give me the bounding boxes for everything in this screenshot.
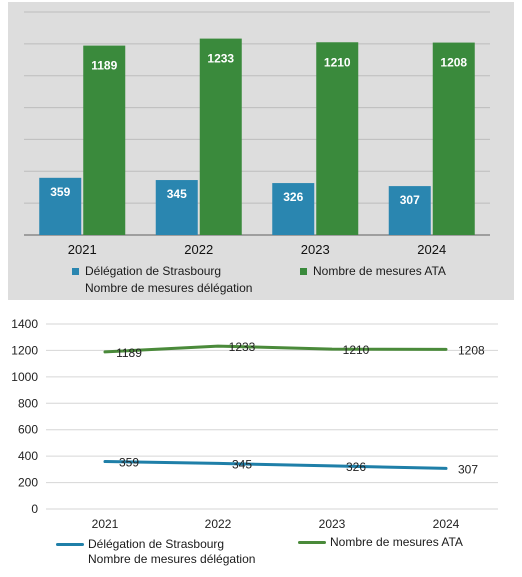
- bar-x-tick-label: 2023: [301, 242, 330, 257]
- bar-legend-item-1: Nombre de mesures ATA: [300, 264, 446, 278]
- line-series-1: [103, 344, 448, 354]
- line-chart-panel: [4, 312, 514, 574]
- line-data-label: 1210: [343, 343, 370, 357]
- bar-legend-extra-label: Nombre de mesures délégation: [85, 281, 253, 295]
- line-data-label: 345: [232, 457, 252, 471]
- bar-0: [155, 180, 198, 235]
- bar-value-label: 307: [400, 193, 420, 207]
- bar-0: [388, 186, 431, 235]
- line-series-0: [103, 460, 448, 470]
- line-data-label: 1189: [116, 346, 142, 360]
- line-legend-label-0: Délégation de Strasbourg: [88, 537, 225, 551]
- bar-value-label: 1233: [207, 52, 234, 66]
- line-data-label: 307: [458, 462, 478, 476]
- bar-value-label: 1208: [440, 56, 467, 70]
- line-legend-swatch-1: [298, 540, 326, 544]
- line-legend-extra: Nombre de mesures délégation: [88, 552, 255, 566]
- bar-1: [199, 38, 242, 236]
- line-y-tick-label: 1000: [11, 370, 38, 384]
- line-legend-item-0: Délégation de Strasbourg: [56, 537, 224, 551]
- line-y-tick-label: 200: [18, 476, 38, 490]
- bar-1: [316, 42, 359, 236]
- bar-value-label: 359: [50, 185, 70, 199]
- bar-legend-swatch-1: [300, 267, 307, 275]
- bar-legend-swatch-0: [72, 267, 79, 275]
- bar-legend-item-0: Délégation de Strasbourg: [72, 264, 221, 278]
- line-x-tick-label: 2021: [92, 517, 119, 531]
- line-data-label: 326: [346, 460, 366, 474]
- bar-value-label: 345: [167, 187, 187, 201]
- line-y-tick-label: 600: [18, 423, 38, 437]
- bar-legend-label-1: Nombre de mesures ATA: [313, 264, 446, 278]
- line-x-tick-label: 2023: [319, 517, 346, 531]
- bar-x-tick-label: 2022: [184, 242, 213, 257]
- bar-legend-label-0: Délégation de Strasbourg: [85, 264, 222, 278]
- bar-value-label: 326: [283, 190, 303, 204]
- line-data-label: 1233: [229, 340, 256, 354]
- bar-value-label: 1210: [324, 55, 351, 69]
- line-legend-swatch-0: [56, 542, 84, 546]
- line-legend-item-1: Nombre de mesures ATA: [298, 535, 463, 549]
- line-y-tick-label: 400: [18, 449, 38, 463]
- line-legend-label-1: Nombre de mesures ATA: [330, 535, 463, 549]
- bar-x-tick-label: 2024: [417, 242, 446, 257]
- line-legend-extra-label: Nombre de mesures délégation: [88, 552, 256, 566]
- line-y-tick-label: 1400: [11, 317, 38, 331]
- bar-0: [39, 177, 82, 235]
- bar-legend-extra: Nombre de mesures délégation: [85, 281, 252, 295]
- bar-1: [83, 45, 126, 236]
- bar-1: [432, 42, 475, 235]
- line-data-label: 1208: [458, 343, 485, 357]
- line-y-tick-label: 1200: [11, 343, 38, 357]
- line-x-tick-label: 2022: [205, 517, 232, 531]
- bar-value-label: 1189: [91, 59, 117, 73]
- bar-chart: 359 1189 2021 345 1233 2022 326 1210 2023 307 1208…: [24, 11, 490, 257]
- line-y-tick-label: 800: [18, 396, 38, 410]
- line-x-tick-label: 2024: [433, 517, 460, 531]
- bar-0: [272, 183, 315, 235]
- line-y-tick-label: 0: [31, 502, 38, 516]
- line-data-label: 359: [119, 456, 139, 470]
- bar-x-tick-label: 2021: [68, 242, 97, 257]
